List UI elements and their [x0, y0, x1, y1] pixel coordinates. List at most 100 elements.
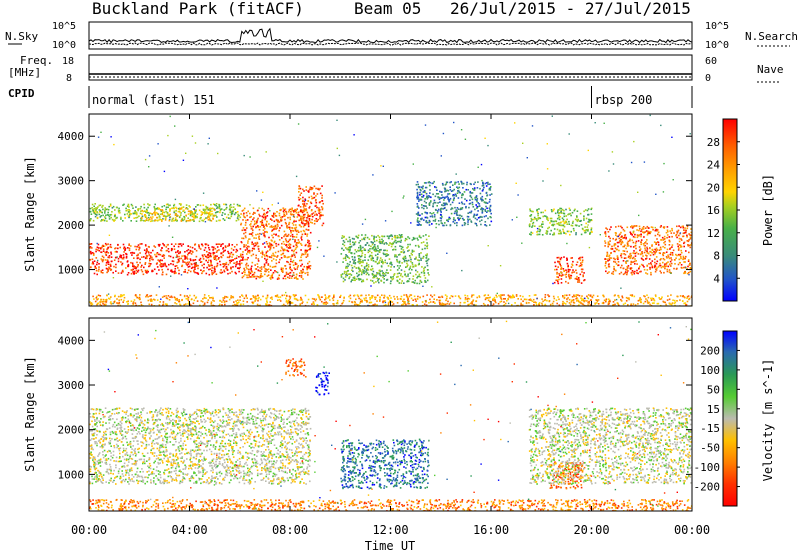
scatter-cell: [349, 240, 351, 243]
scatter-cell: [202, 220, 205, 222]
scatter-cell: [450, 295, 453, 297]
scatter-cell: [684, 257, 686, 260]
scatter-cell: [191, 211, 193, 213]
scatter-cell: [604, 264, 607, 267]
scatter-cell: [348, 300, 351, 303]
scatter-cell: [345, 259, 347, 261]
scatter-cell: [237, 263, 239, 265]
scatter-cell: [278, 212, 281, 215]
scatter-cell: [224, 213, 226, 215]
scatter-cell: [300, 256, 302, 259]
scatter-cell: [181, 206, 183, 209]
scatter-cell: [565, 221, 568, 224]
scatter-cell: [212, 203, 215, 205]
scatter-cell: [487, 304, 489, 306]
scatter-cell: [560, 268, 562, 270]
scatter-cell: [146, 269, 149, 272]
scatter-cell: [232, 210, 234, 213]
scatter-cell: [185, 204, 188, 206]
scatter-cell: [107, 246, 109, 249]
scatter-cell: [568, 298, 571, 301]
scatter-cell: [276, 278, 279, 280]
scatter-cell: [300, 215, 302, 218]
scatter-cell: [291, 227, 294, 229]
scatter-cell: [631, 295, 633, 297]
scatter-cell: [109, 246, 111, 248]
scatter-cell: [584, 229, 587, 232]
scatter-cell: [443, 202, 446, 205]
scatter-cell: [398, 260, 401, 263]
scatter-cell: [573, 229, 575, 232]
scatter-cell: [168, 250, 170, 253]
scatter-cell: [420, 193, 423, 196]
scatter-cell: [634, 252, 637, 255]
scatter-cell: [271, 226, 274, 229]
scatter-cell: [583, 279, 585, 282]
scatter-cell: [439, 299, 442, 302]
scatter-cell: [682, 255, 685, 258]
scatter-cell: [342, 299, 345, 302]
scatter-cell: [556, 228, 559, 231]
scatter-cell: [643, 268, 646, 271]
scatter-cell: [384, 274, 387, 277]
scatter-cell: [187, 253, 189, 256]
scatter-cell: [589, 232, 591, 235]
scatter-cell: [605, 267, 608, 269]
scatter-cell: [255, 243, 258, 245]
scatter-cell: [272, 216, 275, 218]
scatter-cell: [229, 217, 231, 220]
scatter-cell: [383, 273, 386, 275]
scatter-cell: [622, 303, 625, 306]
scatter-cell: [157, 207, 160, 210]
scatter-cell: [422, 235, 425, 237]
scatter-cell: [289, 274, 291, 277]
scatter-cell: [172, 260, 175, 263]
scatter-cell: [259, 304, 261, 306]
scatter-cell: [404, 239, 406, 242]
scatter-cell: [301, 211, 304, 214]
scatter-cell: [657, 233, 659, 236]
scatter-cell: [212, 251, 215, 254]
scatter-cell: [346, 274, 349, 277]
scatter-cell: [570, 301, 573, 303]
scatter-cell: [187, 263, 190, 265]
scatter-cell: [485, 215, 487, 217]
scatter-cell: [314, 199, 317, 202]
scatter-cell: [289, 266, 291, 268]
scatter-cell: [253, 271, 256, 274]
scatter-cell: [635, 260, 637, 262]
scatter-cell: [238, 267, 240, 270]
scatter-cell: [370, 258, 372, 260]
scatter-cell: [401, 262, 403, 264]
scatter-cell: [577, 279, 579, 281]
scatter-cell: [456, 192, 459, 194]
scatter-cell: [438, 198, 441, 201]
scatter-cell: [232, 259, 234, 261]
scatter-cell: [228, 256, 231, 259]
scatter-cell: [135, 295, 138, 298]
scatter-cell: [236, 249, 239, 252]
scatter-cell: [225, 206, 228, 209]
scatter-cell: [626, 250, 628, 253]
scatter-cell: [470, 220, 472, 222]
scatter-cell: [575, 295, 577, 297]
scatter-cell: [206, 256, 209, 259]
scatter-cell: [263, 225, 265, 228]
scatter-cell: [302, 209, 305, 212]
scatter-cell: [245, 264, 247, 266]
scatter-cell: [408, 237, 411, 240]
scatter-cell: [180, 207, 182, 210]
scatter-cell: [386, 269, 388, 271]
scatter-cell: [467, 212, 469, 214]
scatter-cell: [620, 298, 622, 301]
scatter-cell: [530, 214, 533, 216]
scatter-cell: [117, 209, 120, 212]
scatter-cell: [490, 220, 493, 223]
scatter-cell: [333, 294, 335, 296]
scatter-cell: [308, 207, 311, 209]
scatter-cell: [679, 253, 682, 256]
scatter-cell: [215, 220, 218, 222]
scatter-cell: [685, 250, 687, 252]
scatter-cell: [665, 255, 668, 258]
scatter-cell: [263, 254, 266, 256]
